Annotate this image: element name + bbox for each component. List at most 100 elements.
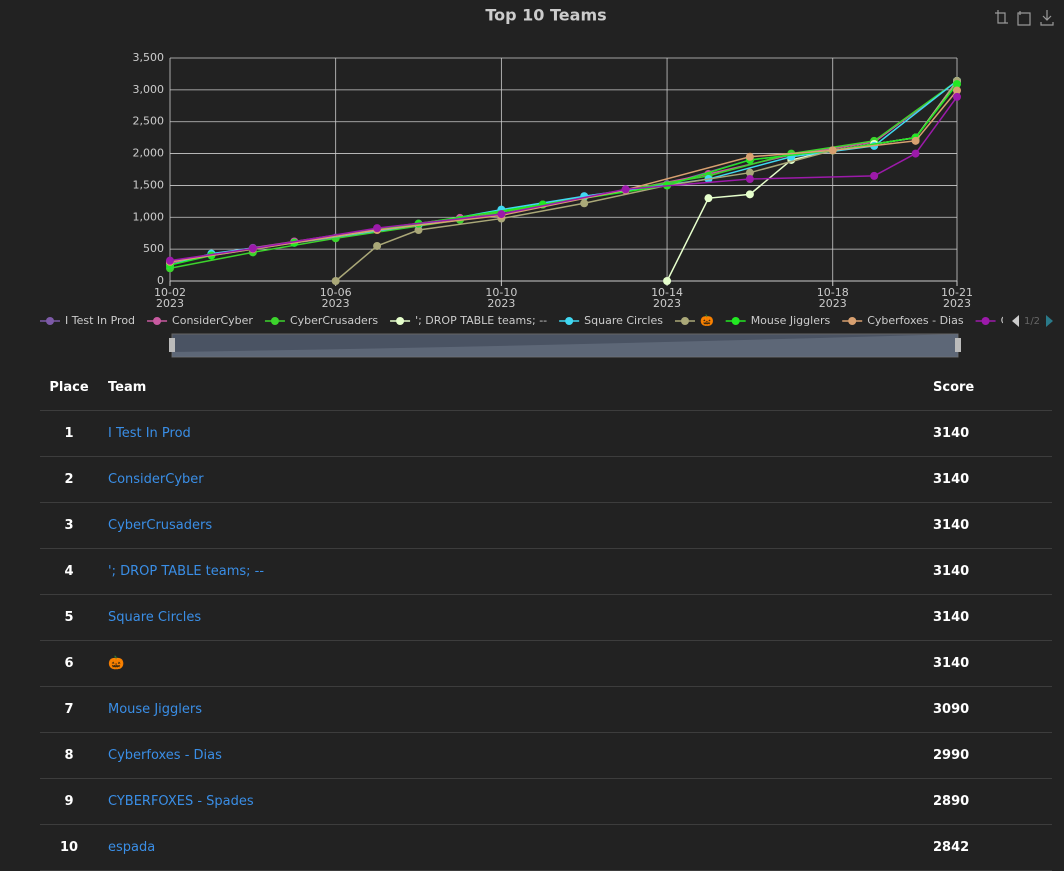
point bbox=[580, 199, 589, 208]
header-row: Place Team Score bbox=[40, 365, 1052, 411]
legend-item[interactable]: '; DROP TABLE teams; -- bbox=[390, 314, 547, 327]
place-cell: 2 bbox=[40, 456, 98, 503]
point bbox=[745, 152, 754, 161]
column-header: Team bbox=[98, 365, 932, 411]
point bbox=[497, 210, 506, 219]
data-zoom[interactable] bbox=[169, 333, 961, 358]
legend-label: CYBERFOXES - Spades bbox=[1001, 314, 1064, 327]
place-cell: 4 bbox=[40, 548, 98, 595]
x-tick-label: 10-10 bbox=[485, 286, 517, 299]
team-row: 4 '; DROP TABLE teams; -- 3140 bbox=[40, 548, 1052, 595]
score-cell: 2890 bbox=[932, 778, 1052, 825]
legend-label: ConsiderCyber bbox=[172, 314, 253, 327]
column-header: Score bbox=[932, 365, 1052, 411]
team-link[interactable]: CyberCrusaders bbox=[108, 518, 213, 533]
series-line bbox=[169, 80, 958, 269]
x-tick-label: 10-14 bbox=[651, 286, 683, 299]
series-line bbox=[335, 80, 958, 282]
point bbox=[663, 277, 672, 285]
legend-page: 1/2 bbox=[1024, 316, 1040, 327]
y-tick-label: 3,000 bbox=[133, 83, 165, 96]
legend-item[interactable]: Cyberfoxes - Dias bbox=[842, 314, 964, 327]
team-link[interactable]: ConsiderCyber bbox=[108, 472, 204, 487]
y-tick-label: 500 bbox=[143, 242, 164, 255]
point bbox=[828, 146, 837, 155]
team-row: 3 CyberCrusaders 3140 bbox=[40, 502, 1052, 549]
legend-item[interactable]: Mouse Jigglers bbox=[725, 314, 831, 327]
legend: I Test In Prod ConsiderCyber CyberCrusader… bbox=[40, 314, 1064, 327]
point bbox=[953, 86, 961, 95]
x-tick-year: 2023 bbox=[943, 297, 971, 310]
legend-item[interactable]: Square Circles bbox=[559, 314, 663, 327]
point bbox=[745, 190, 754, 199]
legend-next bbox=[1046, 315, 1053, 327]
point bbox=[953, 92, 961, 101]
legend-swatch bbox=[680, 317, 689, 325]
legend-item[interactable]: CYBERFOXES - Spades bbox=[975, 314, 1064, 327]
legend-prev bbox=[1012, 315, 1019, 327]
team-cell: 🎃 bbox=[98, 640, 932, 687]
team-cell: CYBERFOXES - Spades bbox=[98, 778, 932, 825]
score-cell: 2990 bbox=[932, 732, 1052, 779]
team-link[interactable]: I Test In Prod bbox=[108, 426, 191, 441]
point bbox=[911, 136, 920, 145]
team-link[interactable]: Cyberfoxes - Dias bbox=[108, 748, 222, 763]
place-cell: 7 bbox=[40, 686, 98, 733]
place-cell: 8 bbox=[40, 732, 98, 779]
score-cell: 2842 bbox=[932, 824, 1052, 871]
x-tick-label: 10-18 bbox=[817, 286, 849, 299]
team-row: 8 Cyberfoxes - Dias 2990 bbox=[40, 732, 1052, 779]
x-tick-label: 10-21 bbox=[941, 286, 973, 299]
point bbox=[704, 194, 713, 203]
y-tick-label: 2,000 bbox=[133, 147, 165, 160]
team-link[interactable]: '; DROP TABLE teams; -- bbox=[108, 564, 265, 579]
legend-swatch bbox=[565, 317, 574, 325]
series-line bbox=[169, 83, 958, 266]
y-tick-label: 3,500 bbox=[133, 51, 165, 64]
team-cell: ConsiderCyber bbox=[98, 456, 932, 503]
team-cell: Square Circles bbox=[98, 594, 932, 641]
team-link[interactable]: Mouse Jigglers bbox=[108, 702, 202, 717]
legend-item[interactable]: CyberCrusaders bbox=[264, 314, 378, 327]
x-tick-label: 10-06 bbox=[320, 286, 352, 299]
team-cell: CyberCrusaders bbox=[98, 502, 932, 549]
legend-item[interactable]: 🎃 bbox=[674, 314, 714, 327]
y-tick-label: 0 bbox=[157, 274, 164, 287]
legend-swatch bbox=[848, 317, 857, 325]
chart-title: Top 10 Teams bbox=[485, 6, 606, 25]
point bbox=[870, 171, 879, 180]
legend-swatch bbox=[153, 317, 162, 325]
team-link[interactable]: Square Circles bbox=[108, 610, 202, 625]
team-row: 10 espada 2842 bbox=[40, 824, 1052, 871]
place-cell: 6 bbox=[40, 640, 98, 687]
team-cell: I Test In Prod bbox=[98, 410, 932, 457]
place-cell: 9 bbox=[40, 778, 98, 825]
scoreboard: Place Team Score 1 I Test In Prod 3140 2 Con… bbox=[40, 365, 1052, 871]
point bbox=[953, 80, 961, 89]
legend-item[interactable]: ConsiderCyber bbox=[147, 314, 253, 327]
legend-swatch bbox=[46, 317, 54, 325]
point bbox=[331, 277, 340, 285]
team-link[interactable]: CYBERFOXES - Spades bbox=[108, 794, 254, 809]
legend-item[interactable]: I Test In Prod bbox=[40, 314, 135, 327]
score-cell: 3140 bbox=[932, 456, 1052, 503]
score-cell: 3090 bbox=[932, 686, 1052, 733]
team-cell: '; DROP TABLE teams; -- bbox=[98, 548, 932, 595]
team-link[interactable]: 🎃 bbox=[108, 656, 125, 671]
score-cell: 3140 bbox=[932, 548, 1052, 595]
legend-label: 🎃 bbox=[700, 314, 714, 327]
legend-label: Mouse Jigglers bbox=[751, 314, 831, 327]
score-cell: 3140 bbox=[932, 594, 1052, 641]
point bbox=[621, 185, 630, 194]
x-tick-year: 2023 bbox=[819, 297, 847, 310]
y-tick-label: 1,500 bbox=[133, 178, 165, 191]
team-row: 1 I Test In Prod 3140 bbox=[40, 410, 1052, 457]
legend-label: CyberCrusaders bbox=[290, 314, 378, 327]
point bbox=[373, 224, 382, 233]
point bbox=[911, 149, 920, 158]
y-tick-label: 2,500 bbox=[133, 115, 165, 128]
toolbox[interactable] bbox=[995, 10, 1054, 26]
team-link[interactable]: espada bbox=[108, 840, 156, 855]
x-tick-label: 10-02 bbox=[154, 286, 186, 299]
legend-swatch bbox=[270, 317, 279, 325]
